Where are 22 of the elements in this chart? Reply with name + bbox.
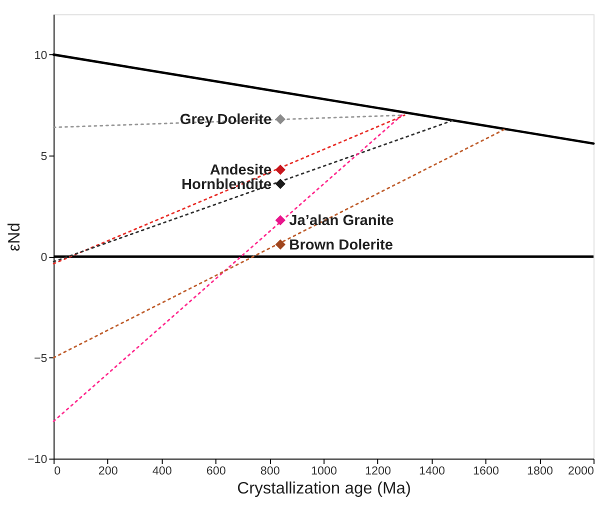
y-tick-label: 10 [34,49,48,62]
x-tick-label: 600 [206,464,226,478]
y-axis-title: εNd [4,222,24,252]
y-tick-label: 0 [40,251,48,264]
x-tick-label: 0 [54,464,62,478]
x-tick-label: 1600 [473,464,500,478]
x-tick-label: 800 [260,464,280,478]
y-tick-label: −5 [34,352,48,366]
series-label: Brown Dolerite [289,237,394,254]
x-tick-label: 1800 [527,464,554,478]
x-tick-label: 1000 [311,464,338,478]
x-tick-label: 400 [152,464,172,478]
x-tick-label: 1200 [365,464,392,478]
x-tick-label: 1400 [419,464,446,478]
x-tick-label: 200 [98,464,118,478]
y-tick-label: 5 [40,150,48,164]
x-axis-title: Crystallization age (Ma) [237,478,411,498]
series-label: Grey Dolerite [180,112,272,128]
series-label: Andesite [210,162,272,179]
y-tick-label: −10 [27,453,48,466]
series-label: Ja’alan Granite [289,213,394,230]
x-tick-label: 2000 [568,464,595,478]
